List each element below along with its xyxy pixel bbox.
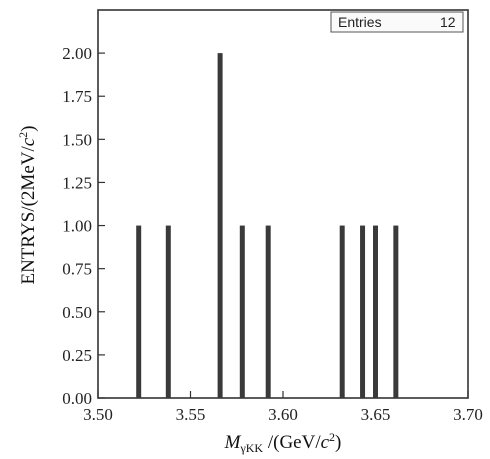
x-tick-label: 3.50 bbox=[83, 405, 113, 424]
legend-box: Entries 12 bbox=[330, 11, 464, 33]
legend-label: Entries bbox=[338, 14, 382, 30]
plot-frame bbox=[97, 9, 469, 399]
histogram-bar bbox=[217, 53, 223, 398]
x-tick-label: 3.70 bbox=[453, 405, 483, 424]
y-tick-label: 0.75 bbox=[62, 260, 92, 279]
x-axis-title: MγKK /(GeV/c2) bbox=[224, 430, 342, 455]
y-tick-label: 1.00 bbox=[62, 217, 92, 236]
legend-value: 12 bbox=[440, 14, 456, 30]
histogram-bar bbox=[339, 225, 345, 398]
histogram-bars bbox=[136, 53, 399, 398]
histogram-bar bbox=[360, 225, 366, 398]
histogram-bar bbox=[239, 225, 245, 398]
y-axis-title: ENTRYS/(2MeV/c2) bbox=[16, 125, 39, 284]
histogram-bar bbox=[373, 225, 378, 398]
legend-frame bbox=[330, 11, 464, 33]
histogram-bar bbox=[265, 225, 271, 398]
x-tick-label: 3.55 bbox=[176, 405, 206, 424]
y-tick-label: 1.75 bbox=[62, 87, 92, 106]
y-tick-label: 0.50 bbox=[62, 303, 92, 322]
y-tick-label: 0.25 bbox=[62, 346, 92, 365]
histogram-bar bbox=[165, 225, 171, 398]
x-tick-label: 3.60 bbox=[268, 405, 298, 424]
x-axis-ticks: 3.50 3.55 3.60 3.65 3.70 bbox=[83, 391, 483, 424]
y-tick-label: 1.50 bbox=[62, 130, 92, 149]
y-tick-label: 1.25 bbox=[62, 173, 92, 192]
y-axis-ticks: 0.00 0.25 0.50 0.75 1.00 1.25 1.50 1.75 2.00 bbox=[62, 44, 105, 408]
histogram-bar bbox=[136, 225, 142, 398]
y-tick-label: 2.00 bbox=[62, 44, 92, 63]
histogram-bar bbox=[393, 225, 399, 398]
y-tick-label: 0.00 bbox=[62, 389, 92, 408]
x-tick-label: 3.65 bbox=[361, 405, 391, 424]
